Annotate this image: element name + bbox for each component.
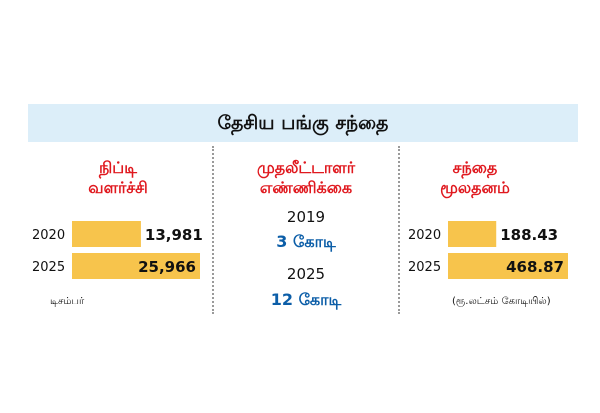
- nifty-value-label-2025: 25,966: [138, 258, 196, 276]
- nifty-year-label-2020: 2020: [32, 228, 65, 243]
- mcap-bar-chart: 2020 188.43 2025 468.87: [408, 221, 568, 279]
- mcap-value-label-2020: 188.43: [500, 226, 558, 244]
- investors-year-2019: 2019: [286, 208, 326, 226]
- nifty-panel: நிப்டி வளர்ச்சி 2020 13,981 2025 25,966 டிச…: [28, 150, 212, 315]
- investors-panel: முதலீட்டாளர் எண்ணிக்கை 2019 3 கோடி 2025 …: [214, 150, 398, 315]
- nifty-note: டிசம்பர்: [50, 296, 85, 307]
- divider-left: [212, 146, 214, 314]
- mcap-bar-2025: [448, 253, 568, 279]
- infographic-title: தேசிய பங்கு சந்தை: [217, 112, 389, 134]
- investors-value-2025: 12 கோடி: [270, 290, 342, 309]
- nifty-title-line2: வளர்ச்சி: [88, 178, 148, 197]
- investors-title-line2: எண்ணிக்கை: [259, 178, 353, 197]
- title-band: [28, 104, 578, 142]
- nifty-bar-2025: [72, 253, 200, 279]
- mcap-year-label-2020: 2020: [408, 228, 441, 243]
- investors-title: முதலீட்டாளர் எண்ணிக்கை: [214, 158, 398, 198]
- nifty-bar-2020: [72, 221, 141, 247]
- mcap-bar-2020: [448, 221, 497, 247]
- investors-title-line1: முதலீட்டாளர்: [256, 158, 356, 177]
- mcap-title: சந்தை மூலதனம்: [400, 158, 550, 198]
- nifty-bar-chart: 2020 13,981 2025 25,966: [32, 221, 203, 279]
- mcap-title-line2: மூலதனம்: [440, 178, 510, 197]
- nifty-title: நிப்டி வளர்ச்சி: [48, 158, 188, 198]
- mcap-panel: சந்தை மூலதனம் 2020 188.43 2025 468.87 (ரூ.ல…: [400, 150, 580, 315]
- nifty-title-line1: நிப்டி: [99, 158, 137, 177]
- investors-value-2019: 3 கோடி: [276, 232, 336, 251]
- mcap-year-label-2025: 2025: [408, 260, 441, 275]
- mcap-value-label-2025: 468.87: [506, 258, 564, 276]
- nifty-year-label-2025: 2025: [32, 260, 65, 275]
- mcap-note: (ரூ.லட்சம் கோடியில்): [452, 296, 551, 307]
- divider-right: [398, 146, 400, 314]
- mcap-title-line1: சந்தை: [452, 158, 498, 177]
- investors-year-2025: 2025: [286, 265, 326, 283]
- nifty-value-label-2020: 13,981: [145, 226, 203, 244]
